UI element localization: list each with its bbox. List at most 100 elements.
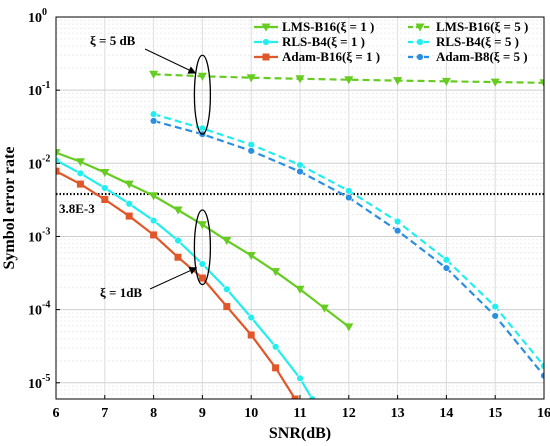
series-5 [149,117,544,380]
data-point [345,187,353,195]
data-point [246,74,256,83]
series-3 [149,110,544,370]
data-point [76,180,84,188]
legend-label: RLS-B4(ξ = 5 ) [436,34,519,49]
data-point [539,79,544,88]
series-group [56,70,544,399]
data-point [247,313,255,322]
y-axis-label: Symbol error rate [1,147,18,270]
data-point [149,216,158,225]
annotation-label: ξ = 1dB [100,285,142,300]
data-point [296,374,304,383]
data-point [393,217,402,226]
data-point [491,302,499,311]
data-point [222,237,232,246]
annotation-ellipse [193,209,212,286]
data-point [271,268,281,277]
legend: LMS-B16(ξ = 1 ) LMS-B16(ξ = 5 )RLS-B4(ξ =… [254,19,528,64]
data-point [416,38,424,46]
data-point [246,251,256,261]
data-point [442,256,451,264]
data-point [308,395,316,399]
legend-label: LMS-B16(ξ = 5 ) [436,19,528,34]
data-point [100,168,110,178]
data-point [344,323,354,332]
plot-area: 3.8E-3 ξ = 5 dB ξ = 1dB [55,16,545,400]
data-point [416,53,424,61]
data-point [174,236,182,245]
data-point [295,285,305,294]
data-point [149,192,159,201]
legend-label: LMS-B16(ξ = 1 ) [282,19,374,34]
x-axis-label: SNR(dB) [269,425,331,442]
series-1 [149,70,544,88]
data-point [56,156,60,164]
data-point [198,260,207,268]
data-point [174,253,182,261]
series-line [153,73,544,84]
data-point [125,200,133,208]
legend-item-4: Adam-B16(ξ = 1 ) [254,49,380,64]
y-tick-label: 10-2 [28,153,50,172]
x-tick-label: 12 [342,406,356,421]
y-tick-label: 10-3 [28,226,50,245]
x-tick-label: 9 [199,406,206,421]
data-point [198,274,206,282]
series-2 [56,156,316,399]
data-point [271,343,280,351]
data-point [296,167,304,176]
data-point [441,77,451,86]
data-point [262,53,270,61]
legend-item-0: LMS-B16(ξ = 1 ) [254,19,374,34]
x-axis-ticks: 6 7 8 9 10 11 12 13 14 15 16 [53,395,550,421]
y-tick-label: 10-1 [28,80,50,99]
legend-item-2: RLS-B4(ξ = 1 ) [254,34,365,49]
data-point [247,331,255,339]
annotation-ellipse [193,54,212,135]
data-point [197,221,207,230]
x-tick-label: 8 [150,406,157,421]
data-point [125,212,133,220]
x-tick-label: 16 [537,406,550,421]
data-point [56,167,60,175]
legend-label: Adam-B8(ξ = 5 ) [436,49,528,64]
x-tick-label: 13 [391,406,405,421]
data-point [247,140,255,149]
data-point [124,180,134,189]
data-point [101,196,109,204]
series-4 [56,167,299,399]
data-point [345,193,353,202]
data-point [295,75,305,84]
data-point [442,264,451,272]
reference-line-label: 3.8E-3 [59,201,95,216]
x-tick-label: 7 [101,406,108,421]
x-tick-label: 10 [244,406,258,421]
legend-item-3: RLS-B4(ξ = 5 ) [408,34,519,49]
legend-item-5: Adam-B8(ξ = 5 ) [408,49,528,64]
y-tick-label: 100 [28,7,47,26]
data-point [344,76,354,85]
data-point [101,184,109,192]
data-point [76,169,85,178]
y-tick-label: 10-5 [28,373,50,392]
legend-label: RLS-B4(ξ = 1 ) [282,34,365,49]
data-point [150,231,158,239]
data-point [491,312,499,320]
series-line [56,159,314,399]
annotations: ξ = 5 dB ξ = 1dB [90,33,212,300]
data-point [319,304,329,313]
data-point [149,117,158,125]
data-point [261,23,271,32]
data-point [296,161,304,169]
data-point [149,70,159,79]
annotation-arrow [144,48,197,74]
data-point [223,285,231,293]
data-point [490,78,500,87]
data-point [223,303,231,311]
x-tick-label: 6 [53,406,60,421]
data-point [262,38,270,46]
data-point [415,23,425,32]
data-point [56,149,61,158]
x-tick-label: 14 [439,406,453,421]
